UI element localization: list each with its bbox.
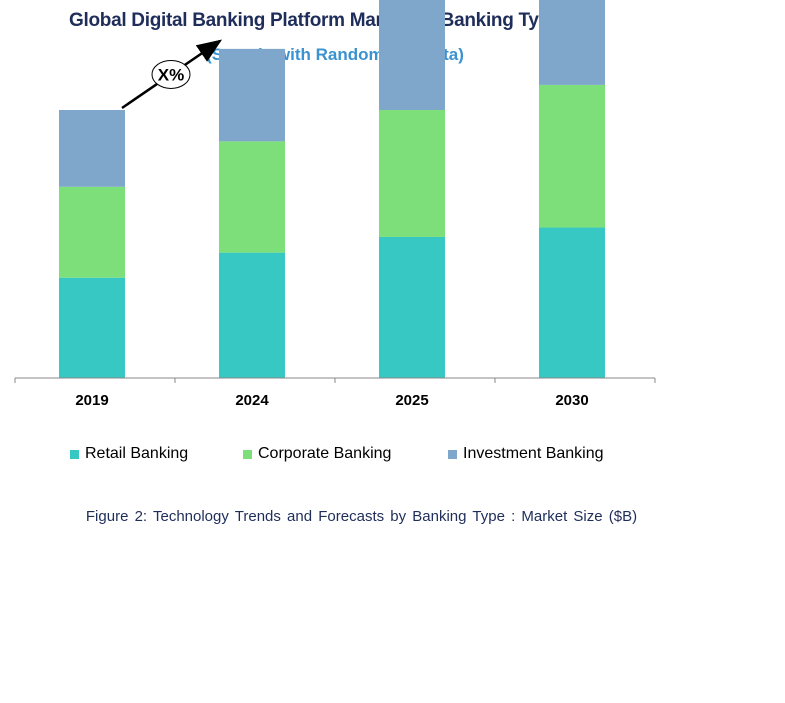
- legend-item-corporate: Corporate Banking: [243, 445, 391, 463]
- legend-item-investment: Investment Banking: [448, 445, 604, 463]
- legend-item-retail: Retail Banking: [70, 445, 188, 463]
- x-tick-label-2030: 2030: [555, 392, 588, 409]
- bar-2019-retail-banking: [59, 277, 125, 378]
- legend-label-investment: Investment Banking: [463, 445, 604, 462]
- legend-swatch-investment: [448, 449, 457, 459]
- bar-2024-corporate-banking: [219, 141, 285, 253]
- chart-title: Global Digital Banking Platform Market b…: [69, 10, 601, 31]
- x-tick-label-2019: 2019: [75, 392, 108, 409]
- legend-label-corporate: Corporate Banking: [258, 445, 392, 462]
- bar-2019-corporate-banking: [59, 186, 125, 278]
- growth-label-1: X%: [158, 65, 184, 84]
- figure-caption: Figure 2: Technology Trends and Forecast…: [85, 508, 638, 525]
- bar-2030-retail-banking: [539, 227, 605, 378]
- legend: Retail Banking Corporate Banking Investm…: [60, 445, 680, 467]
- bar-2019-investment-banking: [59, 110, 125, 187]
- bar-2025-corporate-banking: [379, 110, 445, 237]
- bar-2025-retail-banking: [379, 236, 445, 378]
- bar-2030-corporate-banking: [539, 84, 605, 228]
- bar-2024-investment-banking: [219, 48, 285, 142]
- x-tick-label-2025: 2025: [395, 392, 428, 409]
- x-tick-label-2024: 2024: [235, 392, 269, 409]
- legend-swatch-corporate: [243, 449, 252, 459]
- legend-label-retail: Retail Banking: [85, 445, 189, 462]
- legend-swatch-retail: [70, 449, 79, 459]
- bar-2025-investment-banking: [379, 0, 445, 111]
- growth-label-bubble-1: [151, 59, 191, 89]
- bar-2030-investment-banking: [539, 0, 605, 85]
- bar-2024-retail-banking: [219, 252, 285, 378]
